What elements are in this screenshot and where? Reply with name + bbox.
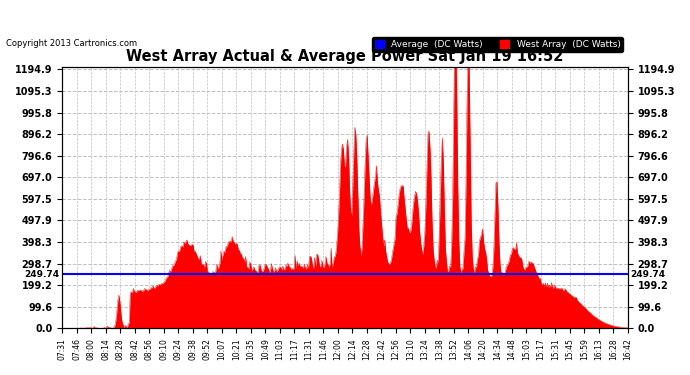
- Text: 249.74: 249.74: [24, 270, 59, 279]
- Text: Copyright 2013 Cartronics.com: Copyright 2013 Cartronics.com: [6, 39, 137, 48]
- Text: 249.74: 249.74: [631, 270, 666, 279]
- Legend: Average  (DC Watts), West Array  (DC Watts): Average (DC Watts), West Array (DC Watts…: [372, 37, 623, 52]
- Title: West Array Actual & Average Power Sat Jan 19 16:52: West Array Actual & Average Power Sat Ja…: [126, 49, 564, 64]
